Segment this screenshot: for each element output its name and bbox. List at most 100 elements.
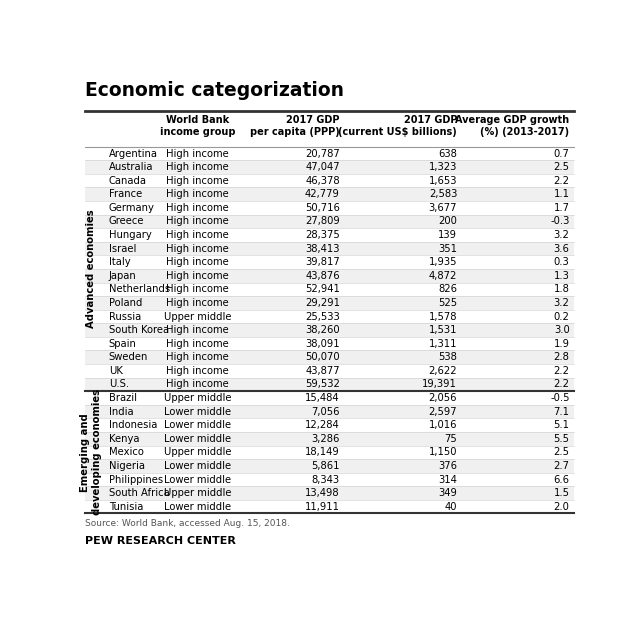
Text: 826: 826 [438,284,457,295]
Text: Tunisia: Tunisia [109,501,143,512]
Text: 39,817: 39,817 [305,257,340,267]
Text: 2.8: 2.8 [554,352,570,362]
Text: Upper middle: Upper middle [164,393,231,403]
Text: 1,935: 1,935 [429,257,457,267]
Text: Advanced economies: Advanced economies [86,210,96,328]
Text: 3.2: 3.2 [554,298,570,308]
Text: PEW RESEARCH CENTER: PEW RESEARCH CENTER [85,536,236,547]
Bar [85,188,573,201]
Text: 0.7: 0.7 [554,149,570,158]
Text: Lower middle: Lower middle [164,407,231,417]
Text: High income: High income [166,176,228,186]
Text: 38,413: 38,413 [305,244,340,254]
Text: Lower middle: Lower middle [164,420,231,430]
Text: 3.6: 3.6 [554,244,570,254]
Text: 2.5: 2.5 [554,448,570,457]
Text: Brazil: Brazil [109,393,137,403]
Text: 5,861: 5,861 [312,461,340,471]
Text: 200: 200 [438,217,457,227]
Text: 46,378: 46,378 [305,176,340,186]
Text: Poland: Poland [109,298,142,308]
Text: 2.7: 2.7 [554,461,570,471]
Text: 2.2: 2.2 [554,379,570,389]
Text: 1.8: 1.8 [554,284,570,295]
Text: Upper middle: Upper middle [164,488,231,498]
Text: 2,583: 2,583 [429,189,457,199]
Text: 50,716: 50,716 [305,203,340,213]
Text: Japan: Japan [109,271,136,281]
Text: 7,056: 7,056 [312,407,340,417]
Text: -0.5: -0.5 [550,393,570,403]
Text: Israel: Israel [109,244,136,254]
Text: High income: High income [166,149,228,158]
Bar [85,215,573,228]
Text: 43,876: 43,876 [305,271,340,281]
Text: Lower middle: Lower middle [164,461,231,471]
Text: 6.6: 6.6 [554,475,570,485]
Text: France: France [109,189,142,199]
Text: 2.2: 2.2 [554,176,570,186]
Text: Canada: Canada [109,176,147,186]
Text: 38,091: 38,091 [305,339,340,348]
Text: High income: High income [166,162,228,172]
Text: 1.5: 1.5 [554,488,570,498]
Text: 29,291: 29,291 [305,298,340,308]
Text: 1,311: 1,311 [429,339,457,348]
Text: 2017 GDP
per capita (PPP): 2017 GDP per capita (PPP) [250,115,340,137]
Text: 1,016: 1,016 [429,420,457,430]
Text: Germany: Germany [109,203,155,213]
Text: 1,578: 1,578 [429,311,457,321]
Text: Average GDP growth
(%) (2013-2017): Average GDP growth (%) (2013-2017) [456,115,570,137]
Text: 27,809: 27,809 [305,217,340,227]
Text: 38,260: 38,260 [305,325,340,335]
Text: Emerging and
developing economies: Emerging and developing economies [80,389,102,516]
Text: 12,284: 12,284 [305,420,340,430]
Text: High income: High income [166,379,228,389]
Text: Sweden: Sweden [109,352,148,362]
Bar [85,487,573,500]
Text: 1.9: 1.9 [554,339,570,348]
Text: Upper middle: Upper middle [164,448,231,457]
Text: 11,911: 11,911 [305,501,340,512]
Text: Nigeria: Nigeria [109,461,145,471]
Text: Indonesia: Indonesia [109,420,157,430]
Text: High income: High income [166,271,228,281]
Text: 5.1: 5.1 [554,420,570,430]
Text: 19,391: 19,391 [422,379,457,389]
Text: 3.0: 3.0 [554,325,570,335]
Text: World Bank
income group: World Bank income group [159,115,235,137]
Text: 15,484: 15,484 [305,393,340,403]
Text: Kenya: Kenya [109,434,140,444]
Text: South Korea: South Korea [109,325,169,335]
Text: 75: 75 [444,434,457,444]
Text: 525: 525 [438,298,457,308]
Text: 8,343: 8,343 [312,475,340,485]
Bar [85,459,573,473]
Text: Mexico: Mexico [109,448,143,457]
Bar [85,405,573,418]
Text: Netherlands: Netherlands [109,284,170,295]
Text: Source: World Bank, accessed Aug. 15, 2018.: Source: World Bank, accessed Aug. 15, 20… [85,519,290,528]
Text: 18,149: 18,149 [305,448,340,457]
Text: 3.2: 3.2 [554,230,570,240]
Text: 2.2: 2.2 [554,366,570,376]
Text: UK: UK [109,366,123,376]
Text: Italy: Italy [109,257,131,267]
Text: High income: High income [166,298,228,308]
Text: -0.3: -0.3 [550,217,570,227]
Text: 25,533: 25,533 [305,311,340,321]
Text: 47,047: 47,047 [305,162,340,172]
Text: 376: 376 [438,461,457,471]
Text: Lower middle: Lower middle [164,475,231,485]
Text: 20,787: 20,787 [305,149,340,158]
Text: South Africa: South Africa [109,488,170,498]
Text: 2017 GDP
(current US$ billions): 2017 GDP (current US$ billions) [339,115,457,137]
Text: Lower middle: Lower middle [164,434,231,444]
Bar [85,242,573,256]
Bar [85,269,573,282]
Text: 0.2: 0.2 [554,311,570,321]
Text: Greece: Greece [109,217,144,227]
Text: High income: High income [166,325,228,335]
Text: Upper middle: Upper middle [164,311,231,321]
Bar [85,160,573,174]
